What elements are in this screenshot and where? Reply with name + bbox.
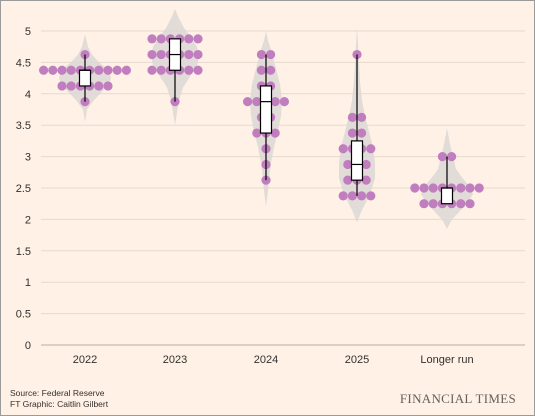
dot xyxy=(428,199,438,209)
x-tick-label-2023: 2023 xyxy=(163,354,187,366)
dot xyxy=(243,97,253,107)
dot xyxy=(193,34,203,44)
dot xyxy=(419,199,429,209)
dot xyxy=(184,34,194,44)
dot xyxy=(252,128,262,138)
dot xyxy=(39,65,49,75)
dot xyxy=(428,183,438,193)
gridlines xyxy=(41,30,525,346)
dot xyxy=(147,65,157,75)
financial-times-logo: FINANCIAL TIMES xyxy=(399,391,516,406)
dot xyxy=(66,81,76,91)
dot xyxy=(347,191,357,201)
dot xyxy=(343,175,353,185)
dot xyxy=(338,144,348,154)
x-axis-tick-labels: 2022 2023 2024 2025 Longer run xyxy=(73,354,474,366)
dot xyxy=(112,65,122,75)
dot xyxy=(347,112,357,122)
dot xyxy=(48,65,58,75)
y-axis-tick-labels: 0 0.5 1 1.5 2 2.5 3 3.5 4 4.5 5 xyxy=(16,26,31,352)
dot xyxy=(347,128,357,138)
dot xyxy=(121,65,131,75)
dot-plot-chart: 0 0.5 1 1.5 2 2.5 3 3.5 4 4.5 5 2022 2023 2024 2025 Lo… xyxy=(16,9,525,366)
y-tick-label-2: 2 xyxy=(25,214,31,226)
x-tick-label-2022: 2022 xyxy=(73,354,97,366)
box-longer-run xyxy=(440,187,454,205)
y-tick-label-0.5: 0.5 xyxy=(16,309,31,321)
box-2022 xyxy=(78,69,92,87)
y-tick-label-3.5: 3.5 xyxy=(16,120,31,132)
dot xyxy=(361,175,371,185)
box-2025 xyxy=(350,140,364,181)
dot xyxy=(366,144,376,154)
dot xyxy=(103,65,113,75)
dot xyxy=(103,81,113,91)
y-tick-label-3: 3 xyxy=(25,152,31,164)
dot xyxy=(357,191,367,201)
graphic-credit: FT Graphic: Caitlin Gilbert xyxy=(10,399,109,409)
x-tick-label-2025: 2025 xyxy=(345,354,369,366)
dot xyxy=(270,97,280,107)
dot xyxy=(266,65,276,75)
dot xyxy=(57,65,67,75)
dot xyxy=(437,152,447,162)
y-tick-label-4: 4 xyxy=(25,89,31,101)
dot xyxy=(410,183,420,193)
y-tick-label-5: 5 xyxy=(25,26,31,38)
y-tick-label-1: 1 xyxy=(25,277,31,289)
dot xyxy=(456,183,466,193)
dot xyxy=(266,49,276,60)
dot xyxy=(156,65,166,75)
dot xyxy=(465,199,475,209)
dot xyxy=(66,65,76,75)
dot xyxy=(256,49,266,60)
dot xyxy=(94,65,104,75)
dot xyxy=(338,191,348,201)
dot xyxy=(456,199,466,209)
dot xyxy=(252,97,262,107)
dot xyxy=(357,112,367,122)
y-tick-label-0: 0 xyxy=(25,340,31,352)
boxplots xyxy=(78,38,454,205)
y-tick-label-4.5: 4.5 xyxy=(16,57,31,69)
dot xyxy=(465,183,475,193)
y-tick-label-1.5: 1.5 xyxy=(16,246,31,258)
dot xyxy=(361,159,371,170)
y-tick-label-2.5: 2.5 xyxy=(16,183,31,195)
dot xyxy=(419,183,429,193)
dot xyxy=(156,49,166,60)
dot xyxy=(147,34,157,44)
dot xyxy=(193,65,203,75)
dot xyxy=(256,65,266,75)
source-note: Source: Federal Reserve xyxy=(10,388,105,398)
dot xyxy=(193,49,203,60)
dot xyxy=(343,159,353,170)
dot xyxy=(447,152,457,162)
dot xyxy=(57,81,67,91)
dot xyxy=(279,97,289,107)
dot xyxy=(474,183,484,193)
dot xyxy=(156,34,166,44)
x-tick-label-2024: 2024 xyxy=(254,354,278,366)
dot xyxy=(184,65,194,75)
x-tick-label-longer-run: Longer run xyxy=(420,354,473,366)
dot xyxy=(184,49,194,60)
dot xyxy=(147,49,157,60)
dot xyxy=(270,128,280,138)
dot xyxy=(94,81,104,91)
box-2024 xyxy=(259,85,273,134)
dot xyxy=(366,191,376,201)
dot xyxy=(357,128,367,138)
